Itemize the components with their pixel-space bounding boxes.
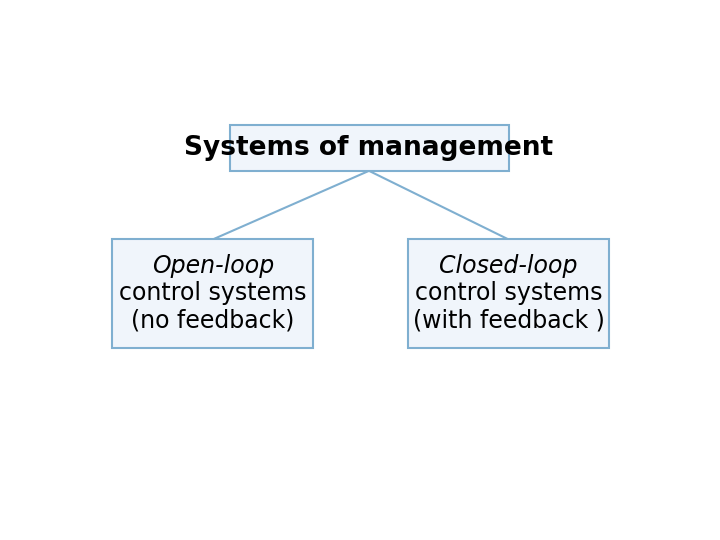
Text: control systems: control systems bbox=[119, 281, 307, 306]
Text: control systems: control systems bbox=[415, 281, 602, 306]
FancyBboxPatch shape bbox=[112, 239, 313, 348]
FancyBboxPatch shape bbox=[408, 239, 609, 348]
Text: Closed-loop: Closed-loop bbox=[439, 254, 577, 279]
Text: Open-loop: Open-loop bbox=[152, 254, 274, 279]
FancyBboxPatch shape bbox=[230, 125, 508, 171]
Text: (with feedback ): (with feedback ) bbox=[413, 308, 604, 333]
Text: (no feedback): (no feedback) bbox=[131, 308, 294, 333]
Text: Systems of management: Systems of management bbox=[184, 135, 554, 161]
